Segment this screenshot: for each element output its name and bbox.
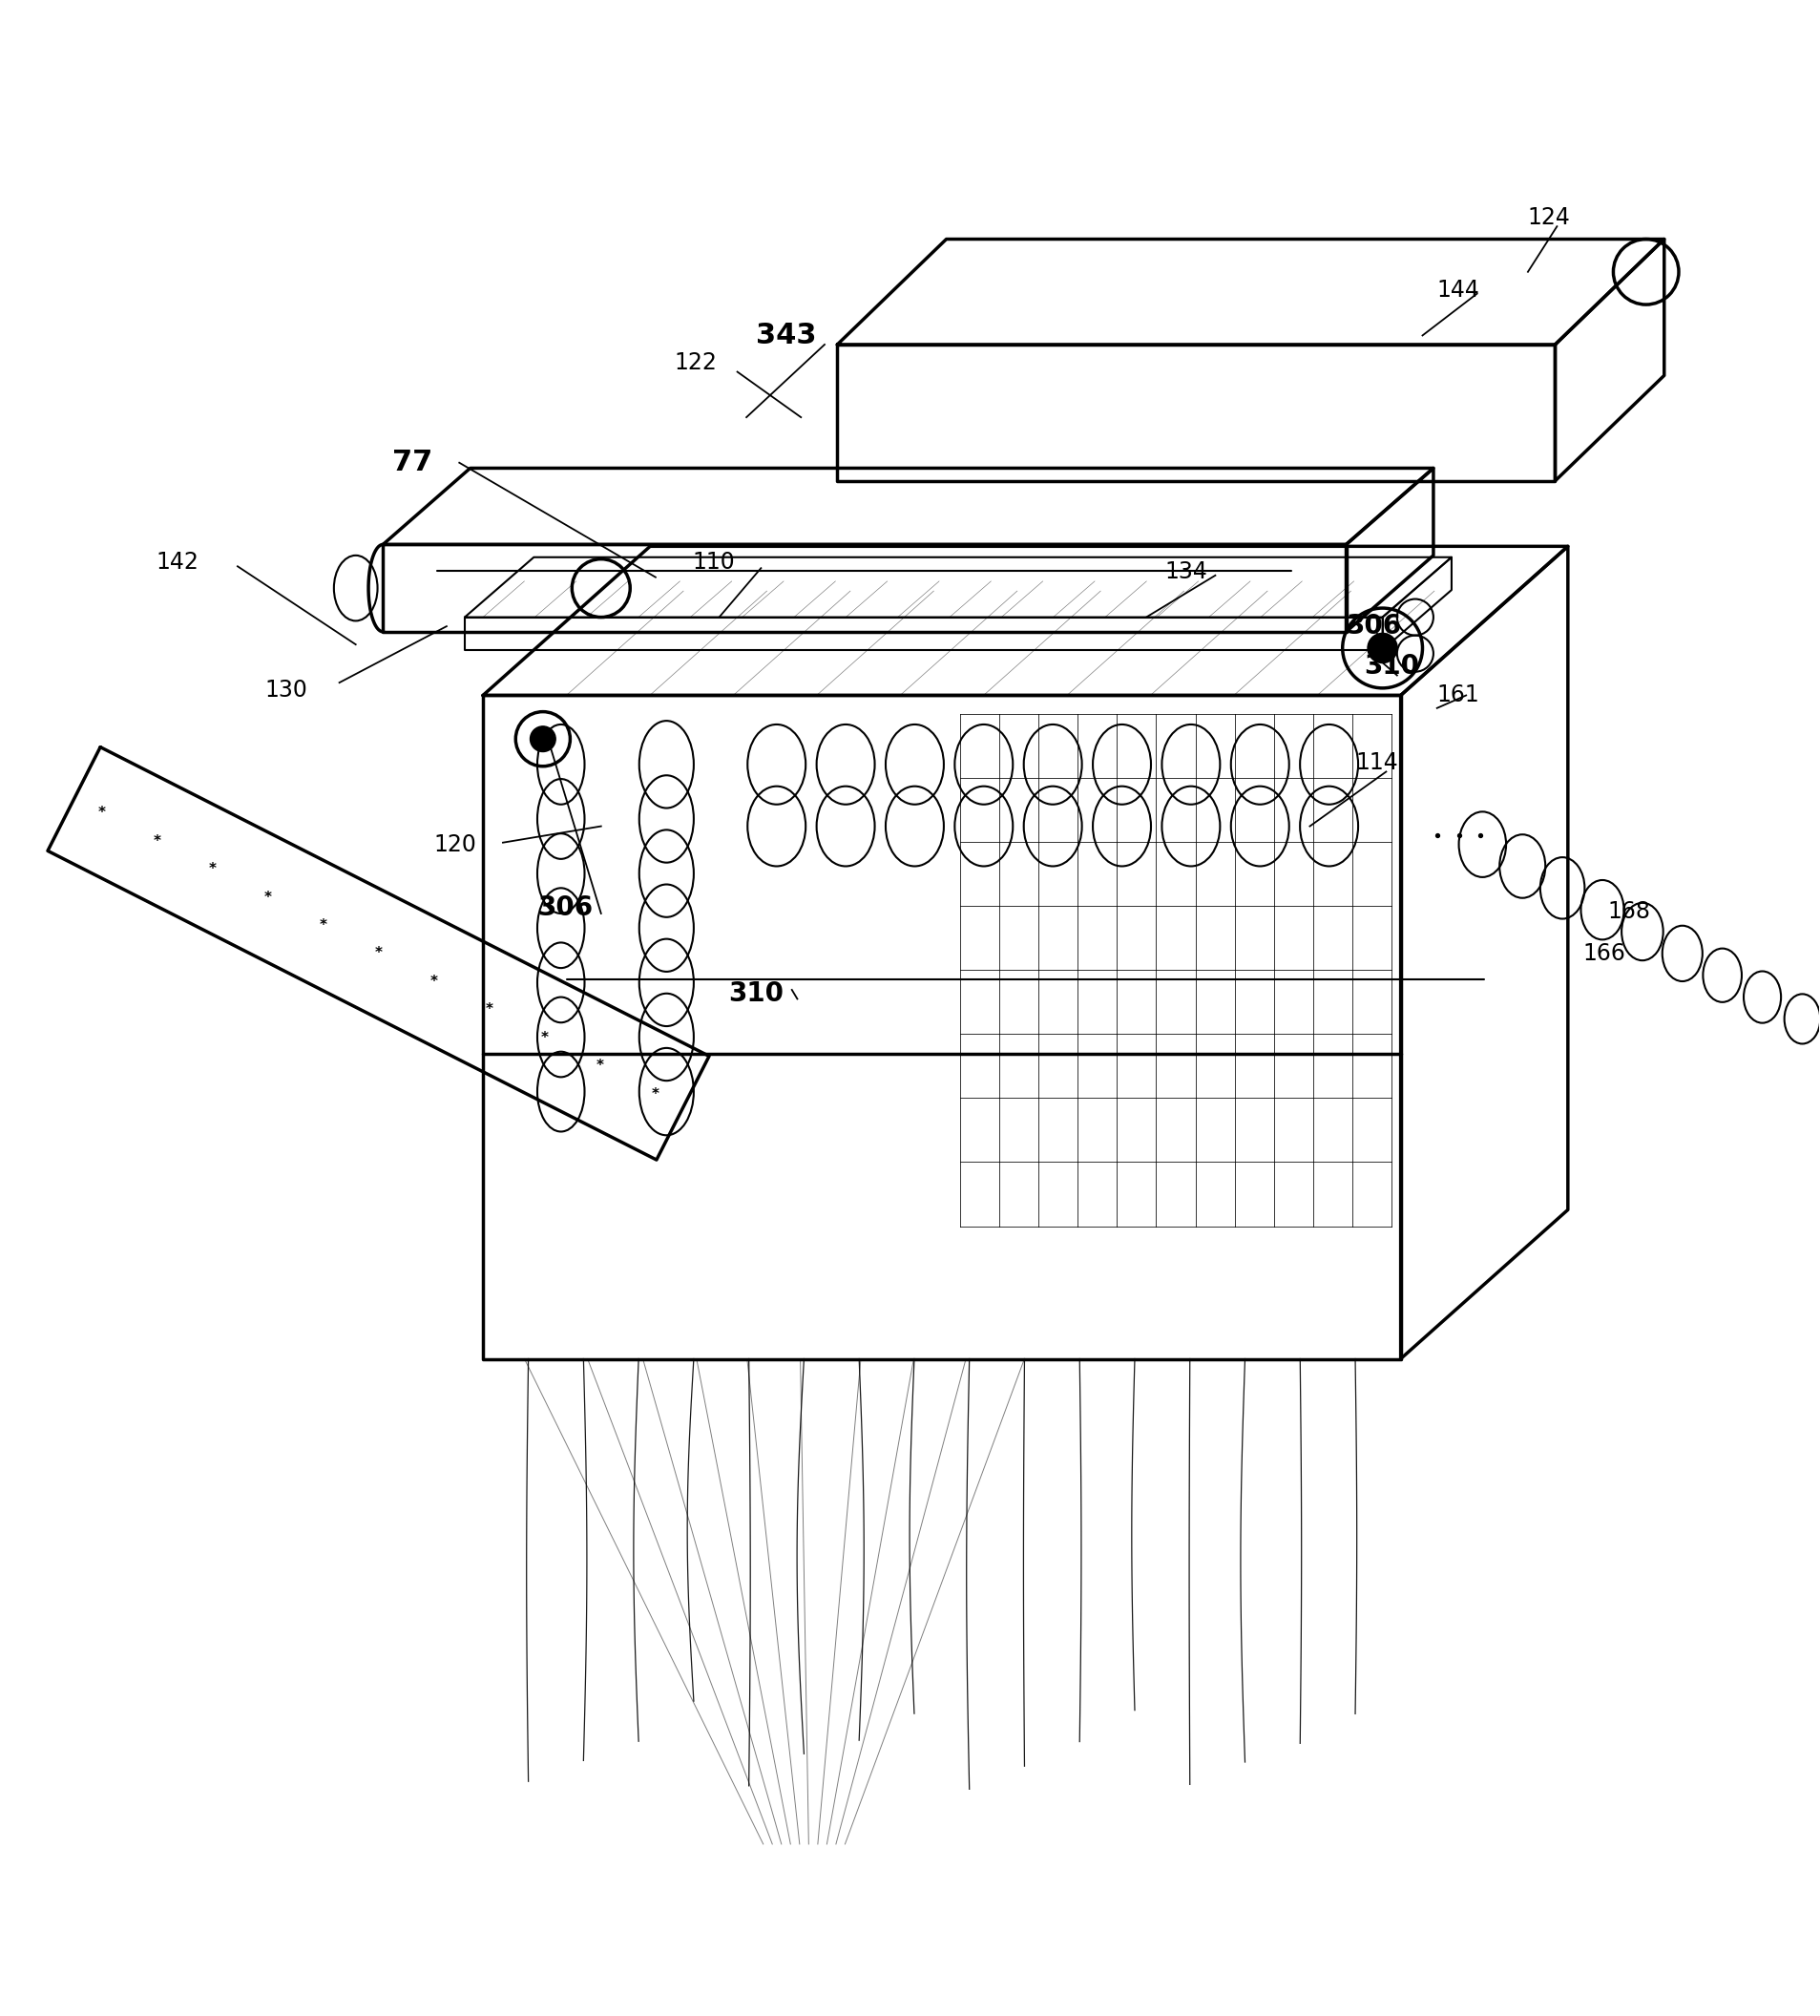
Text: 124: 124 bbox=[1529, 206, 1571, 228]
Text: 168: 168 bbox=[1607, 901, 1651, 923]
Text: 142: 142 bbox=[157, 550, 198, 575]
Text: 114: 114 bbox=[1356, 752, 1398, 774]
Text: *: * bbox=[430, 974, 437, 988]
Text: 161: 161 bbox=[1438, 683, 1480, 708]
Text: *: * bbox=[209, 863, 217, 877]
Text: *: * bbox=[595, 1058, 604, 1073]
Text: 120: 120 bbox=[433, 833, 477, 857]
Text: *: * bbox=[98, 806, 106, 821]
Text: *: * bbox=[486, 1002, 493, 1016]
Text: 122: 122 bbox=[673, 351, 717, 375]
Text: 144: 144 bbox=[1438, 278, 1480, 302]
Circle shape bbox=[1369, 633, 1398, 663]
Text: *: * bbox=[541, 1030, 548, 1044]
Text: *: * bbox=[652, 1087, 659, 1101]
Text: *: * bbox=[153, 835, 160, 849]
Text: 77: 77 bbox=[391, 450, 433, 476]
Text: 310: 310 bbox=[1365, 653, 1420, 679]
Text: 310: 310 bbox=[728, 980, 784, 1006]
Text: 166: 166 bbox=[1582, 941, 1625, 966]
Text: 306: 306 bbox=[537, 895, 593, 921]
Text: 343: 343 bbox=[755, 323, 815, 349]
Text: *: * bbox=[375, 946, 382, 962]
Text: 110: 110 bbox=[692, 550, 735, 575]
Circle shape bbox=[530, 726, 555, 752]
Text: 306: 306 bbox=[1347, 613, 1401, 639]
Text: 130: 130 bbox=[266, 679, 308, 702]
Text: *: * bbox=[264, 891, 271, 905]
Text: *: * bbox=[318, 917, 328, 933]
Text: 134: 134 bbox=[1165, 560, 1207, 583]
